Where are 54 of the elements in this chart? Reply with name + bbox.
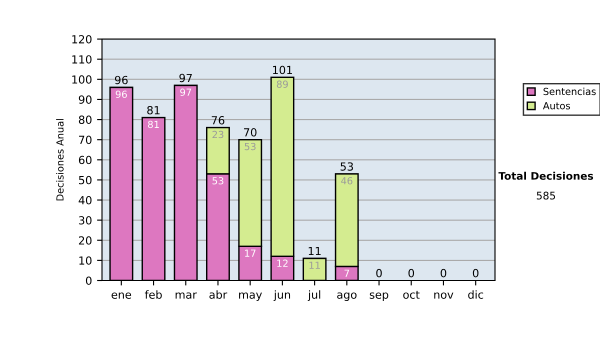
x-tick-label: may — [239, 292, 262, 301]
y-axis-title: Decisiones Anual — [56, 119, 64, 200]
y-tick-label: 70 — [79, 136, 92, 144]
y-tick-label: 60 — [78, 156, 92, 164]
total-label: 0 — [376, 268, 382, 278]
total-label: 101 — [273, 66, 292, 74]
x-tick-label: nov — [434, 292, 454, 299]
y-tick-label: 80 — [78, 116, 92, 124]
total-label: 11 — [308, 246, 321, 256]
legend-label: Sentencias — [544, 88, 596, 96]
text: 585 — [536, 192, 556, 200]
y-tick-label: 120 — [72, 35, 92, 44]
y-tick-label: 100 — [72, 75, 92, 84]
x-tick-label: feb — [144, 290, 162, 299]
data-label: 96 — [116, 90, 127, 98]
x-tick-label: oct — [403, 290, 420, 299]
data-label: 7 — [344, 270, 350, 277]
y-tick-label: 30 — [78, 216, 92, 225]
legend-label: Autos — [542, 102, 570, 110]
data-label: 11 — [309, 262, 320, 269]
data-label: 97 — [180, 88, 192, 96]
data-label: 53 — [244, 142, 256, 150]
x-tick-label: abr — [209, 290, 228, 299]
x-tick-label: jul — [308, 290, 320, 301]
total-label: 97 — [179, 74, 192, 82]
x-tick-label: ago — [337, 292, 357, 301]
y-tick-label: 40 — [78, 196, 92, 204]
y-tick-label: 50 — [78, 176, 92, 184]
x-tick-label: mar — [176, 292, 197, 299]
total-label: 0 — [472, 268, 478, 278]
data-label: 23 — [212, 130, 224, 138]
data-label: 89 — [276, 80, 288, 88]
y-tick-label: 0 — [86, 276, 92, 285]
data-label: 46 — [341, 177, 352, 184]
data-label: 53 — [212, 177, 224, 184]
total-label: 76 — [212, 116, 224, 124]
y-tick-label: 10 — [79, 256, 92, 265]
total-label: 70 — [244, 128, 257, 137]
y-tick-label: 90 — [78, 95, 92, 104]
total-label: 81 — [147, 106, 160, 114]
data-label: 17 — [245, 250, 256, 257]
data-label: 81 — [148, 120, 159, 128]
text: Total Decisiones — [498, 172, 594, 180]
data-label: 12 — [277, 260, 288, 267]
x-tick-label: dic — [468, 290, 484, 299]
x-tick-label: sep — [370, 292, 388, 301]
x-tick-label: jun — [274, 290, 290, 301]
y-tick-label: 20 — [78, 236, 92, 245]
total-label: 53 — [340, 162, 353, 171]
y-tick-label: 110 — [72, 55, 92, 64]
total-label: 0 — [440, 268, 446, 278]
total-label: 0 — [408, 268, 414, 278]
total-label: 96 — [114, 76, 128, 84]
x-tick-label: ene — [112, 292, 132, 299]
